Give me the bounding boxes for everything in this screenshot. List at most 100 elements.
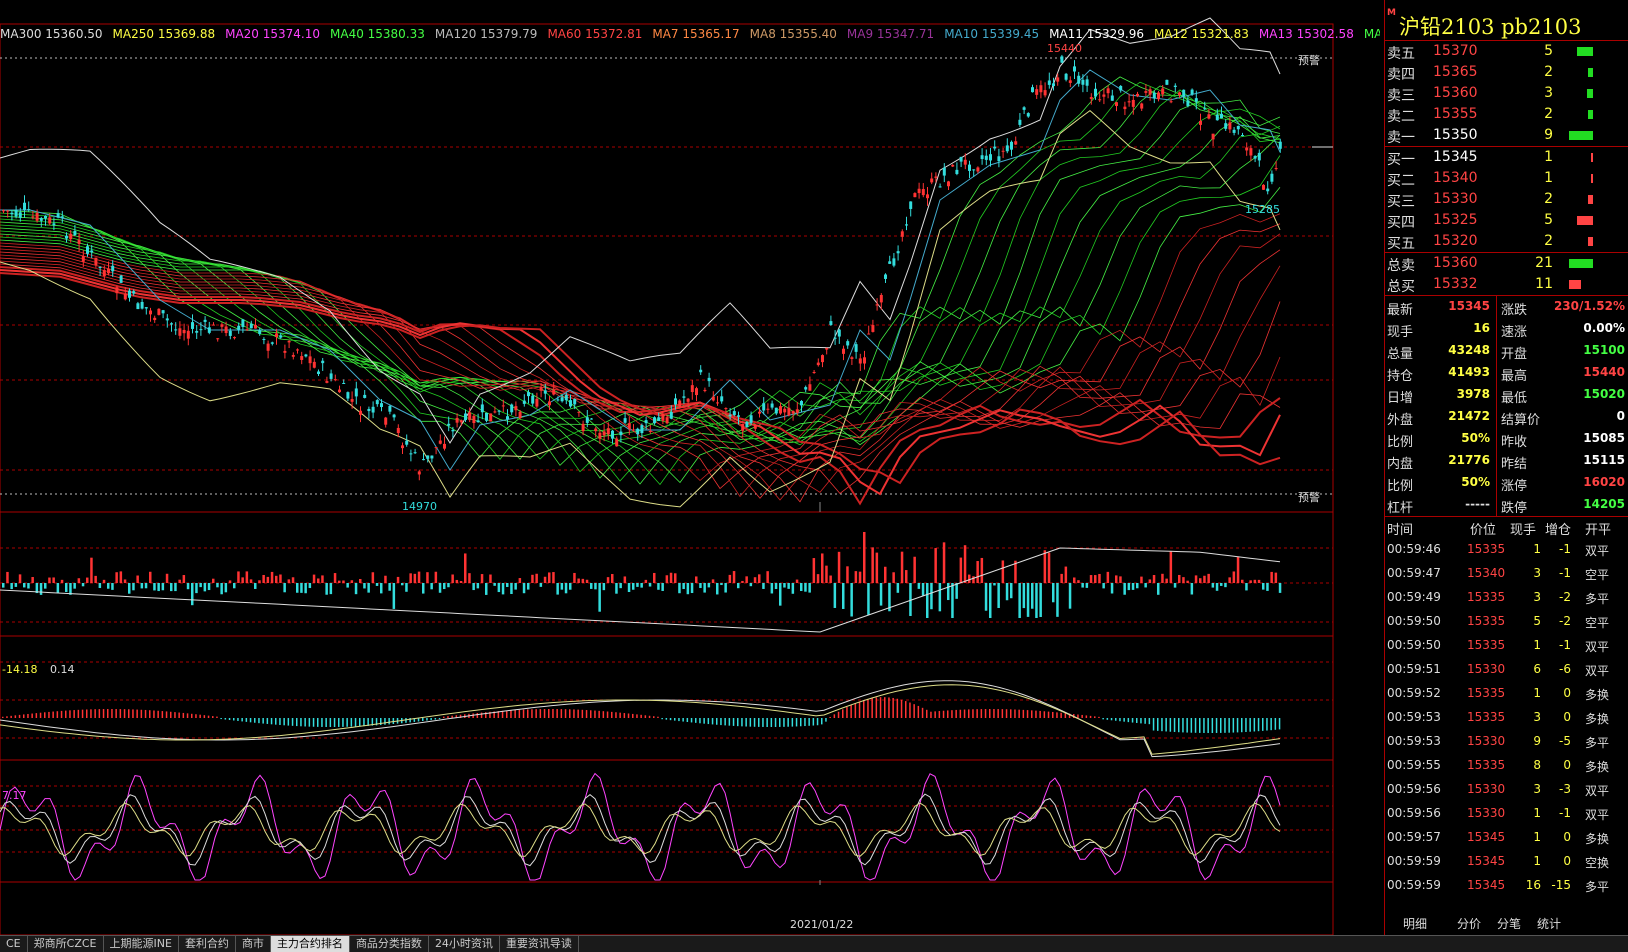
macd-bar	[203, 715, 206, 718]
volume-bar	[615, 583, 618, 594]
macd-bar	[615, 712, 617, 718]
bottom-tab[interactable]: 郑商所CZCE	[28, 936, 104, 952]
panel-tab[interactable]: 分笔	[1497, 917, 1522, 931]
macd-bar	[287, 718, 290, 726]
tick-time: 00:59:47	[1387, 566, 1441, 580]
candle-body	[401, 445, 404, 449]
tick-row[interactable]: 00:59:57 15345 1 0 多换	[1385, 825, 1628, 849]
candle-body	[1266, 188, 1270, 192]
tick-row[interactable]: 00:59:56 15330 3 -3 双平	[1385, 777, 1628, 801]
tick-row[interactable]: 00:59:50 15335 1 -1 双平	[1385, 633, 1628, 657]
panel-tab[interactable]: 明细	[1403, 917, 1428, 931]
bottom-tab[interactable]: 重要资讯导读	[500, 936, 579, 952]
tick-row[interactable]: 00:59:59 15345 1 0 空换	[1385, 849, 1628, 873]
tick-row[interactable]: 00:59:59 15345 16 -15 多平	[1385, 873, 1628, 897]
volume-bar	[1022, 583, 1026, 609]
tick-row[interactable]: 00:59:55 15335 8 0 多换	[1385, 753, 1628, 777]
bottom-tab[interactable]: 主力合约排名	[270, 936, 350, 952]
orderbook-row[interactable]: 买一 15345 1	[1385, 147, 1628, 168]
bottom-tab[interactable]: 商市	[236, 936, 271, 952]
tick-row[interactable]: 00:59:50 15335 5 -2 空平	[1385, 609, 1628, 633]
orderbook-row[interactable]: 买五 15320 2	[1385, 231, 1628, 252]
candle-body	[1052, 83, 1055, 87]
tick-row[interactable]: 00:59:56 15330 1 -1 双平	[1385, 801, 1628, 825]
volume-bar	[569, 583, 572, 590]
panel-tab[interactable]: 分价	[1457, 917, 1482, 931]
volume-bar	[749, 583, 753, 587]
ma-line	[0, 260, 1281, 493]
volume-bar	[384, 575, 387, 583]
macd-bar	[493, 711, 495, 718]
macd-bar	[724, 718, 726, 726]
volume-bar	[972, 576, 975, 583]
volume-bar	[94, 575, 97, 583]
stat-label: 内盘	[1387, 457, 1414, 472]
macd-bar	[989, 709, 991, 718]
orderbook-row[interactable]: 买二 15340 1	[1385, 168, 1628, 189]
tick-type: 空换	[1585, 856, 1610, 870]
bottom-tab[interactable]: 套利合约	[179, 936, 236, 952]
macd-bar	[833, 714, 836, 718]
candle-body	[1144, 91, 1148, 93]
kline-chart-area[interactable]	[0, 0, 1384, 935]
macd-bar	[1119, 718, 1121, 722]
macd-bar	[161, 711, 164, 718]
candle-body	[543, 390, 547, 394]
volume-bar	[375, 583, 379, 586]
macd-bar	[1257, 718, 1260, 732]
volume-bar	[1043, 550, 1047, 583]
bottom-tab[interactable]: CE	[0, 936, 28, 952]
tick-row[interactable]: 00:59:49 15335 3 -2 多平	[1385, 585, 1628, 609]
candle-body	[1190, 89, 1194, 95]
volume-bar	[875, 552, 879, 583]
candle-body	[312, 361, 316, 368]
tick-row[interactable]: 00:59:53 15335 3 0 多换	[1385, 705, 1628, 729]
stat-value: 43248	[1448, 343, 1490, 357]
bottom-tab[interactable]: 上期能源INE	[104, 936, 179, 952]
tick-type: 多换	[1585, 760, 1610, 774]
tick-row[interactable]: 00:59:52 15335 1 0 多换	[1385, 681, 1628, 705]
macd-bar	[875, 697, 878, 718]
tick-row[interactable]: 00:59:46 15335 1 -1 双平	[1385, 537, 1628, 561]
candle-body	[325, 381, 329, 383]
orderbook-row[interactable]: 卖一 15350 9	[1385, 125, 1628, 146]
orderbook-row[interactable]: 卖三 15360 3	[1385, 83, 1628, 104]
orderbook-level-label: 卖一	[1387, 130, 1415, 146]
orderbook-row[interactable]: 卖二 15355 2	[1385, 104, 1628, 125]
candle-body	[199, 329, 203, 331]
bottom-tab[interactable]: 24小时资讯	[429, 936, 500, 952]
tick-price: 15340	[1467, 566, 1506, 580]
macd-line	[0, 680, 1281, 758]
macd-bar	[539, 709, 542, 718]
total-buy-row: 总买 15332 11	[1385, 274, 1628, 295]
ticks-list[interactable]: 00:59:46 15335 1 -1 双平 00:59:47 15340 3 -1 空平 00:5…	[1385, 537, 1628, 897]
macd-bar	[543, 709, 546, 718]
macd-bar	[577, 709, 579, 718]
menu-marker[interactable]: M	[1387, 8, 1396, 18]
stat-value: 21776	[1448, 453, 1490, 467]
orderbook-row[interactable]: 买四 15325 5	[1385, 210, 1628, 231]
volume-bar	[401, 583, 404, 586]
tick-vol: 5	[1533, 614, 1541, 628]
bottom-tab[interactable]: 商品分类指数	[350, 936, 429, 952]
tick-oi: -1	[1559, 806, 1571, 820]
macd-bar	[245, 718, 248, 722]
macd-bar	[65, 710, 67, 718]
macd-bar	[682, 718, 684, 722]
orderbook-row[interactable]: 卖五 15370 5	[1385, 41, 1628, 62]
macd-bar	[657, 716, 659, 718]
volume-bar	[770, 583, 774, 594]
macd-bar	[535, 709, 537, 718]
orderbook-level-label: 买五	[1387, 236, 1415, 252]
tick-row[interactable]: 00:59:51 15330 6 -6 双平	[1385, 657, 1628, 681]
volume-bar	[1148, 579, 1152, 583]
stat-label: 涨停	[1501, 479, 1528, 494]
panel-tab[interactable]: 统计	[1537, 917, 1562, 931]
macd-bar	[455, 715, 458, 718]
tick-row[interactable]: 00:59:47 15340 3 -1 空平	[1385, 561, 1628, 585]
tick-row[interactable]: 00:59:53 15330 9 -5 多平	[1385, 729, 1628, 753]
orderbook-row[interactable]: 买三 15330 2	[1385, 189, 1628, 210]
orderbook-row[interactable]: 卖四 15365 2	[1385, 62, 1628, 83]
macd-bar	[627, 713, 630, 718]
macd-bar	[514, 710, 516, 718]
